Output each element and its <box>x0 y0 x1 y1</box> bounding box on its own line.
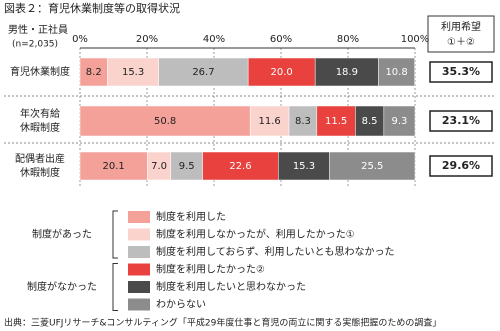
total-label: 35.3% <box>442 65 480 78</box>
bar-segment <box>316 105 356 137</box>
legend-bracket <box>112 263 118 311</box>
legend-swatch <box>128 246 150 258</box>
legend-swatch <box>128 281 150 293</box>
total-box <box>429 110 493 132</box>
bar-segment <box>383 105 416 137</box>
data-label: 50.8 <box>154 116 176 127</box>
legend-group-label: 制度がなかった <box>27 280 97 293</box>
data-label: 7.0 <box>151 161 167 172</box>
x-tick-label: 40% <box>203 34 225 45</box>
y-tick-label: 休暇制度 <box>20 166 60 179</box>
data-label: 15.3 <box>122 67 144 78</box>
bar-segment <box>158 57 249 87</box>
bar-segment <box>278 151 330 181</box>
legend-group-label: 制度があった <box>32 228 92 241</box>
data-label: 9.3 <box>391 116 407 127</box>
legend-swatch <box>128 263 150 276</box>
data-label: 10.8 <box>385 67 407 78</box>
total-box <box>429 155 493 177</box>
data-label: 20.0 <box>271 67 293 78</box>
total-label: 29.6% <box>442 159 480 172</box>
bar-segment <box>79 151 148 181</box>
data-label: 20.1 <box>103 161 125 172</box>
totals-header: 利用希望 <box>441 20 481 33</box>
data-label: 11.5 <box>325 116 347 127</box>
bar-segment <box>79 57 108 87</box>
y-tick-label: 育児休業制度 <box>10 65 70 78</box>
bar-segment <box>378 57 415 87</box>
source: 出典：三菱UFJリサーチ&コンサルティング「平成29年度仕事と育児の両立に関する… <box>4 317 441 329</box>
data-label: 26.7 <box>192 67 214 78</box>
total-label: 23.1% <box>442 114 480 127</box>
x-tick-label: 100% <box>401 34 430 45</box>
legend-label: 制度を利用した <box>156 210 226 223</box>
data-label: 22.6 <box>229 161 251 172</box>
legend-label: 制度を利用したいと思わなかった <box>156 280 306 293</box>
data-label: 8.2 <box>86 67 102 78</box>
legend-label: 制度を利用しなかったが、利用したかった① <box>156 228 355 241</box>
y-tick-label: 休暇制度 <box>20 121 60 134</box>
bar-segment <box>107 57 159 87</box>
y-tick-label: 配偶者出産 <box>15 152 65 165</box>
bar-segment <box>355 105 385 137</box>
legend-swatch <box>128 298 150 311</box>
bar-segment <box>202 151 279 181</box>
total-box <box>429 61 493 83</box>
data-label: 8.3 <box>295 116 311 127</box>
data-label: 8.5 <box>362 116 378 127</box>
data-label: 18.9 <box>336 67 358 78</box>
x-tick-label: 0% <box>72 34 88 45</box>
bar-segment <box>79 105 251 137</box>
bar-segment <box>329 151 416 181</box>
x-tick-label: 80% <box>337 34 359 45</box>
bar-segment <box>170 151 203 181</box>
legend-bracket <box>112 210 118 259</box>
data-label: 9.5 <box>179 161 195 172</box>
bar-segment <box>249 105 290 137</box>
subtitle: 男性・正社員 <box>8 23 68 36</box>
data-label: 11.6 <box>258 116 280 127</box>
totals-header-box <box>427 15 495 53</box>
bar-segment <box>314 57 379 87</box>
totals-header: ①＋② <box>447 37 475 48</box>
legend-label: 制度を利用しておらず、利用したいとも思わなかった <box>156 245 395 258</box>
legend-swatch <box>128 211 150 223</box>
x-tick-label: 20% <box>136 34 158 45</box>
data-label: 15.3 <box>293 161 315 172</box>
y-tick-label: 年次有給 <box>20 107 60 120</box>
data-label: 25.5 <box>361 161 383 172</box>
legend-label: わからない <box>156 299 206 311</box>
legend-label: 制度を利用したかった② <box>156 263 265 276</box>
chart-title: 図表２：育児休業制度等の取得状況 <box>4 1 180 15</box>
subtitle: (n=2,035) <box>12 40 58 50</box>
legend-swatch <box>128 228 150 241</box>
x-tick-label: 60% <box>270 34 292 45</box>
